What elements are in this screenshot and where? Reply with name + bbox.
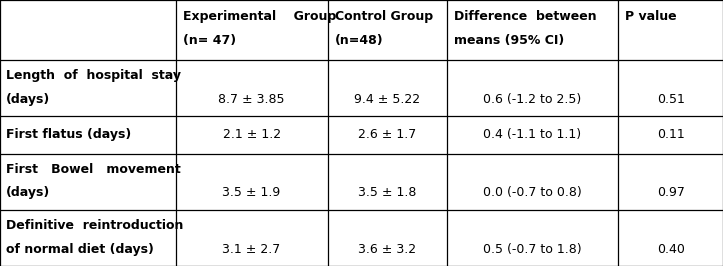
Text: 8.7 ± 3.85: 8.7 ± 3.85 xyxy=(218,93,285,106)
Text: 2.1 ± 1.2: 2.1 ± 1.2 xyxy=(223,128,281,142)
Text: of normal diet (days): of normal diet (days) xyxy=(6,243,154,256)
Text: 0.6 (-1.2 to 2.5): 0.6 (-1.2 to 2.5) xyxy=(484,93,581,106)
Text: Length  of  hospital  stay: Length of hospital stay xyxy=(6,69,181,82)
Text: 0.97: 0.97 xyxy=(656,186,685,200)
Text: First   Bowel   movement: First Bowel movement xyxy=(6,163,181,176)
Text: Control Group: Control Group xyxy=(335,10,433,23)
Text: 0.51: 0.51 xyxy=(656,93,685,106)
Text: 0.5 (-0.7 to 1.8): 0.5 (-0.7 to 1.8) xyxy=(483,243,582,256)
Text: P value: P value xyxy=(625,10,677,23)
Text: (days): (days) xyxy=(6,93,50,106)
Text: means (95% CI): means (95% CI) xyxy=(454,34,564,47)
Text: 0.4 (-1.1 to 1.1): 0.4 (-1.1 to 1.1) xyxy=(484,128,581,142)
Text: 0.11: 0.11 xyxy=(656,128,685,142)
Text: 3.1 ± 2.7: 3.1 ± 2.7 xyxy=(223,243,281,256)
Text: 0.40: 0.40 xyxy=(656,243,685,256)
Text: (days): (days) xyxy=(6,186,50,200)
Text: Definitive  reintroduction: Definitive reintroduction xyxy=(6,219,183,232)
Text: Difference  between: Difference between xyxy=(454,10,596,23)
Text: 9.4 ± 5.22: 9.4 ± 5.22 xyxy=(354,93,420,106)
Text: 2.6 ± 1.7: 2.6 ± 1.7 xyxy=(358,128,416,142)
Text: 0.0 (-0.7 to 0.8): 0.0 (-0.7 to 0.8) xyxy=(483,186,582,200)
Text: 3.6 ± 3.2: 3.6 ± 3.2 xyxy=(358,243,416,256)
Text: Experimental    Group: Experimental Group xyxy=(183,10,336,23)
Text: (n=48): (n=48) xyxy=(335,34,383,47)
Text: First flatus (days): First flatus (days) xyxy=(6,128,131,142)
Text: (n= 47): (n= 47) xyxy=(183,34,236,47)
Text: 3.5 ± 1.8: 3.5 ± 1.8 xyxy=(358,186,416,200)
Text: 3.5 ± 1.9: 3.5 ± 1.9 xyxy=(223,186,281,200)
